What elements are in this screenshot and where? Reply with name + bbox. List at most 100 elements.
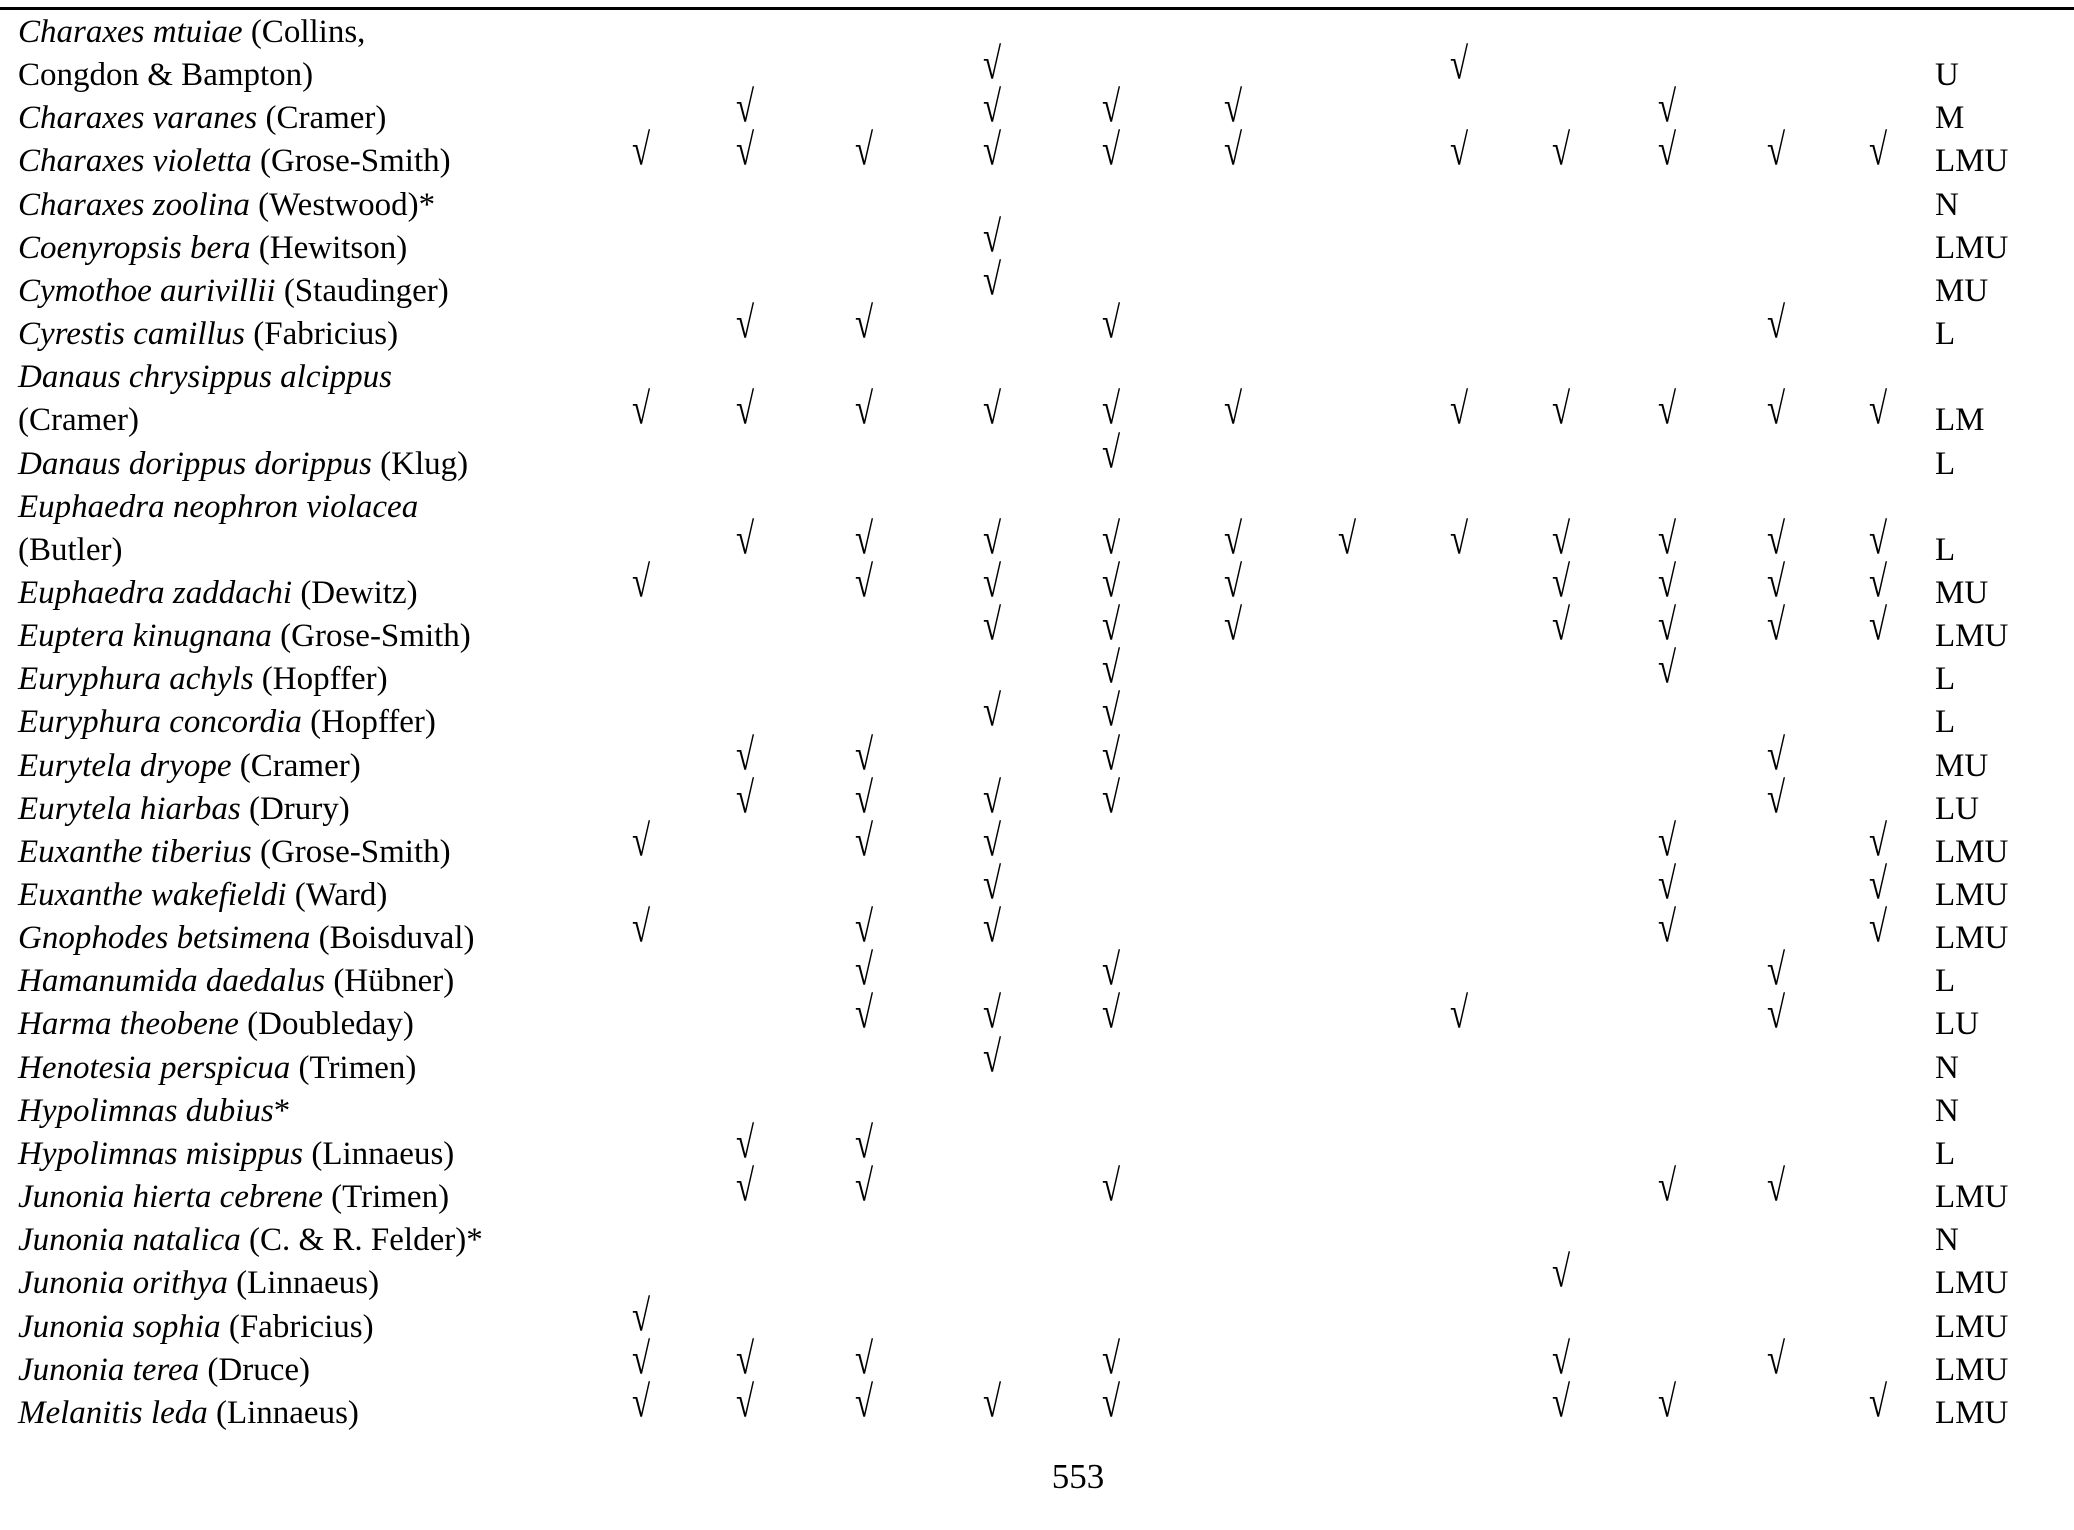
species-name-line: Cyrestis camillus (Fabricius) [18,314,398,354]
species-authority: (Hopffer) [301,704,436,741]
check-mark: √ [1101,644,1121,694]
check-mark: √ [1101,731,1121,780]
species-binomial: Melanitis leda [18,1394,208,1431]
check-mark: √ [1223,515,1243,564]
check-mark: √ [1101,558,1121,608]
check-mark: √ [1766,946,1786,996]
species-authority: (Linnaeus) [227,1265,380,1302]
species-binomial: Eurytela hiarbas [18,790,241,827]
distribution-code: L [1935,531,1956,568]
check-mark: √ [1766,601,1786,651]
check-mark: √ [1766,731,1786,780]
check-mark: √ [982,385,1002,435]
check-mark: √ [1101,385,1121,435]
distribution-code: LMU [1935,877,2009,913]
distribution-code: LU [1935,1006,1979,1043]
check-mark: √ [854,731,874,780]
check-mark: √ [1101,515,1121,564]
check-mark: √ [982,601,1002,651]
species-name-line: Euryphura concordia (Hopffer) [18,702,436,742]
check-mark: √ [1868,385,1888,435]
check-mark: √ [982,1378,1002,1427]
species-binomial: Cyrestis camillus [18,316,246,353]
species-authority: (Klug) [371,445,469,482]
species-binomial: Junonia hierta cebrene [18,1179,323,1216]
species-binomial: Junonia natalica [18,1222,241,1259]
species-authority: (Fabricius) [220,1308,374,1345]
check-mark: √ [1551,1378,1571,1427]
check-mark: √ [854,989,874,1039]
check-mark: √ [1657,817,1677,866]
check-mark: √ [631,385,651,435]
check-mark: √ [631,1378,651,1427]
species-binomial: Danaus dorippus dorippus [18,445,372,482]
species-binomial: Cymothoe aurivillii [18,272,276,309]
species-authority: (Druce) [199,1351,310,1388]
species-binomial: Hypolimnas misippus [18,1135,304,1172]
distribution-code: L [1935,963,1956,1000]
species-binomial: Euxanthe tiberius [18,833,252,870]
species-name-line: Junonia sophia (Fabricius) [18,1307,374,1347]
species-binomial: Charaxes zoolina [18,186,250,223]
check-mark: √ [1223,558,1243,608]
species-authority: (C. & R. Felder)* [240,1222,483,1259]
species-binomial: Euphaedra neophron violacea [18,488,419,525]
species-name-line: Euxanthe tiberius (Grose-Smith) [18,832,451,872]
species-name-line: Congdon & Bampton) [18,55,313,95]
check-mark: √ [1101,774,1121,823]
check-mark: √ [1657,558,1677,608]
check-mark: √ [982,903,1002,953]
species-binomial: Junonia orithya [18,1265,228,1302]
distribution-code: LMU [1935,833,2009,870]
species-name-line: Charaxes varanes (Cramer) [18,98,386,138]
species-name-line: Euphaedra neophron violacea [18,487,418,527]
check-mark: √ [1868,515,1888,564]
distribution-code: N [1935,186,1959,223]
distribution-code: N [1935,1049,1959,1086]
check-mark: √ [631,1335,651,1384]
check-mark: √ [1868,1378,1888,1427]
species-authority: (Drury) [240,790,350,827]
species-name-line: Coenyropsis bera (Hewitson) [18,228,407,268]
check-mark: √ [1657,644,1677,694]
check-mark: √ [1101,1378,1121,1427]
species-name-line: Junonia terea (Druce) [18,1350,310,1390]
species-name-line: Danaus dorippus dorippus (Klug) [18,444,468,484]
check-mark: √ [1101,126,1121,176]
species-binomial: Hypolimnas dubius [18,1092,274,1129]
check-mark: √ [982,687,1002,737]
check-mark: √ [735,1119,755,1168]
check-mark: √ [854,515,874,564]
species-authority: (Trimen) [322,1179,450,1216]
species-binomial: Euxanthe wakefieldi [18,877,287,913]
distribution-code: LM [1935,402,1985,439]
check-mark: √ [1551,601,1571,651]
check-mark: √ [1223,83,1243,133]
species-binomial: Junonia terea [18,1351,200,1388]
species-authority: (Hübner) [325,963,455,1000]
check-mark: √ [854,817,874,866]
species-authority: (Grose-Smith) [271,618,471,655]
check-mark: √ [1101,989,1121,1039]
species-name-line: Danaus chrysippus alcippus [18,357,392,397]
distribution-code: N [1935,1222,1959,1259]
check-mark: √ [1657,860,1677,910]
species-binomial: Euryphura concordia [18,704,302,741]
species-name-line: Euryphura achyls (Hopffer) [18,659,388,699]
check-mark: √ [631,817,651,866]
distribution-code: LMU [1935,1308,2009,1345]
page-number: 553 [1051,1457,1105,1496]
check-mark: √ [1868,817,1888,866]
check-mark: √ [1551,558,1571,608]
check-mark: √ [854,299,874,349]
check-mark: √ [1101,83,1121,133]
species-name-line: Melanitis leda (Linnaeus) [18,1393,359,1433]
check-mark: √ [1657,601,1677,651]
species-name-line: Junonia natalica (C. & R. Felder)* [18,1220,483,1260]
table-top-rule [0,7,2074,10]
species-authority: (Cramer) [231,747,361,784]
distribution-code: MU [1935,272,1989,309]
check-mark: √ [1657,515,1677,564]
species-authority: (Westwood)* [249,186,436,223]
distribution-code: L [1935,661,1956,698]
